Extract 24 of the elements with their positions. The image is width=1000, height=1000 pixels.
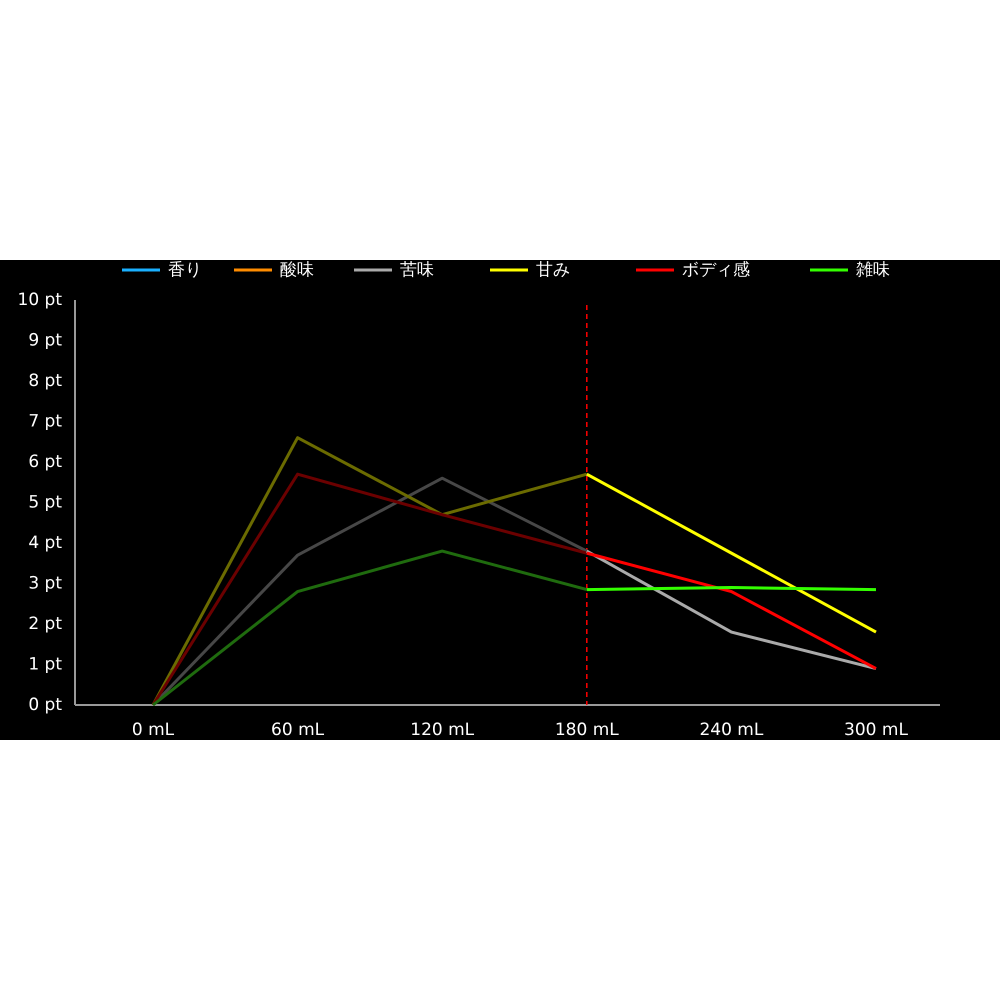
y-tick-label: 3 pt: [28, 574, 62, 594]
line-series: [152, 550, 588, 706]
legend-label: 雑味: [856, 260, 890, 280]
y-tick-label: 6 pt: [28, 452, 62, 472]
y-tick-label: 10 pt: [18, 290, 62, 310]
x-tick-label: 0 mL: [132, 720, 175, 740]
legend-label: 甘み: [536, 260, 570, 280]
y-tick-label: 8 pt: [28, 371, 62, 391]
legend-label: 香り: [168, 260, 202, 280]
x-tick-label: 300 mL: [844, 720, 908, 740]
x-tick-label: 180 mL: [554, 720, 620, 740]
x-tick-label: 120 mL: [410, 720, 475, 740]
y-tick-label: 9 pt: [28, 330, 62, 350]
x-tick-label: 60 mL: [271, 720, 325, 740]
y-tick-label: 0 pt: [28, 695, 62, 715]
y-tick-label: 7 pt: [28, 412, 62, 432]
y-tick-label: 5 pt: [28, 492, 62, 512]
legend-label: 苦味: [400, 260, 434, 280]
y-tick-label: 2 pt: [28, 614, 62, 634]
x-tick-label: 240 mL: [699, 720, 764, 740]
legend-label: ボディ感: [682, 260, 750, 280]
y-tick-label: 4 pt: [28, 533, 62, 553]
legend-label: 酸味: [280, 260, 314, 280]
y-tick-label: 1 pt: [28, 654, 62, 674]
